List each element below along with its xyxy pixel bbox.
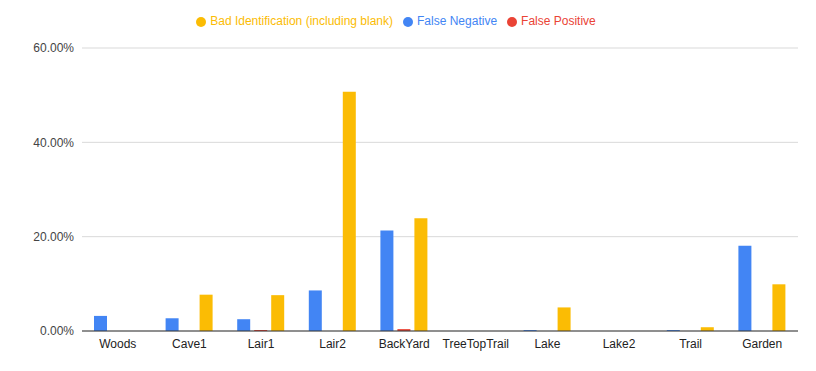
svg-text:Lake2: Lake2 bbox=[603, 337, 636, 351]
svg-text:20.00%: 20.00% bbox=[33, 230, 74, 244]
html-text:False Positive: False Positive bbox=[521, 14, 596, 28]
svg-text:60.00%: 60.00% bbox=[33, 41, 74, 55]
svg-text:Lake: Lake bbox=[534, 337, 560, 351]
html-text:False Negative: False Negative bbox=[417, 14, 498, 28]
svg-text:0.00%: 0.00% bbox=[40, 324, 74, 338]
svg-text:TreeTopTrail: TreeTopTrail bbox=[443, 337, 509, 351]
html-text:Bad Identification (including: Bad Identification (including blank) bbox=[210, 14, 393, 28]
svg-text:Trail: Trail bbox=[679, 337, 702, 351]
svg-text:Garden: Garden bbox=[742, 337, 782, 351]
svg-text:40.00%: 40.00% bbox=[33, 136, 74, 150]
svg-text:BackYard: BackYard bbox=[379, 337, 430, 351]
svg-text:Woods: Woods bbox=[99, 337, 136, 351]
svg-text:Lair1: Lair1 bbox=[248, 337, 275, 351]
svg-text:Cave1: Cave1 bbox=[172, 337, 207, 351]
svg-text:Lair2: Lair2 bbox=[319, 337, 346, 351]
